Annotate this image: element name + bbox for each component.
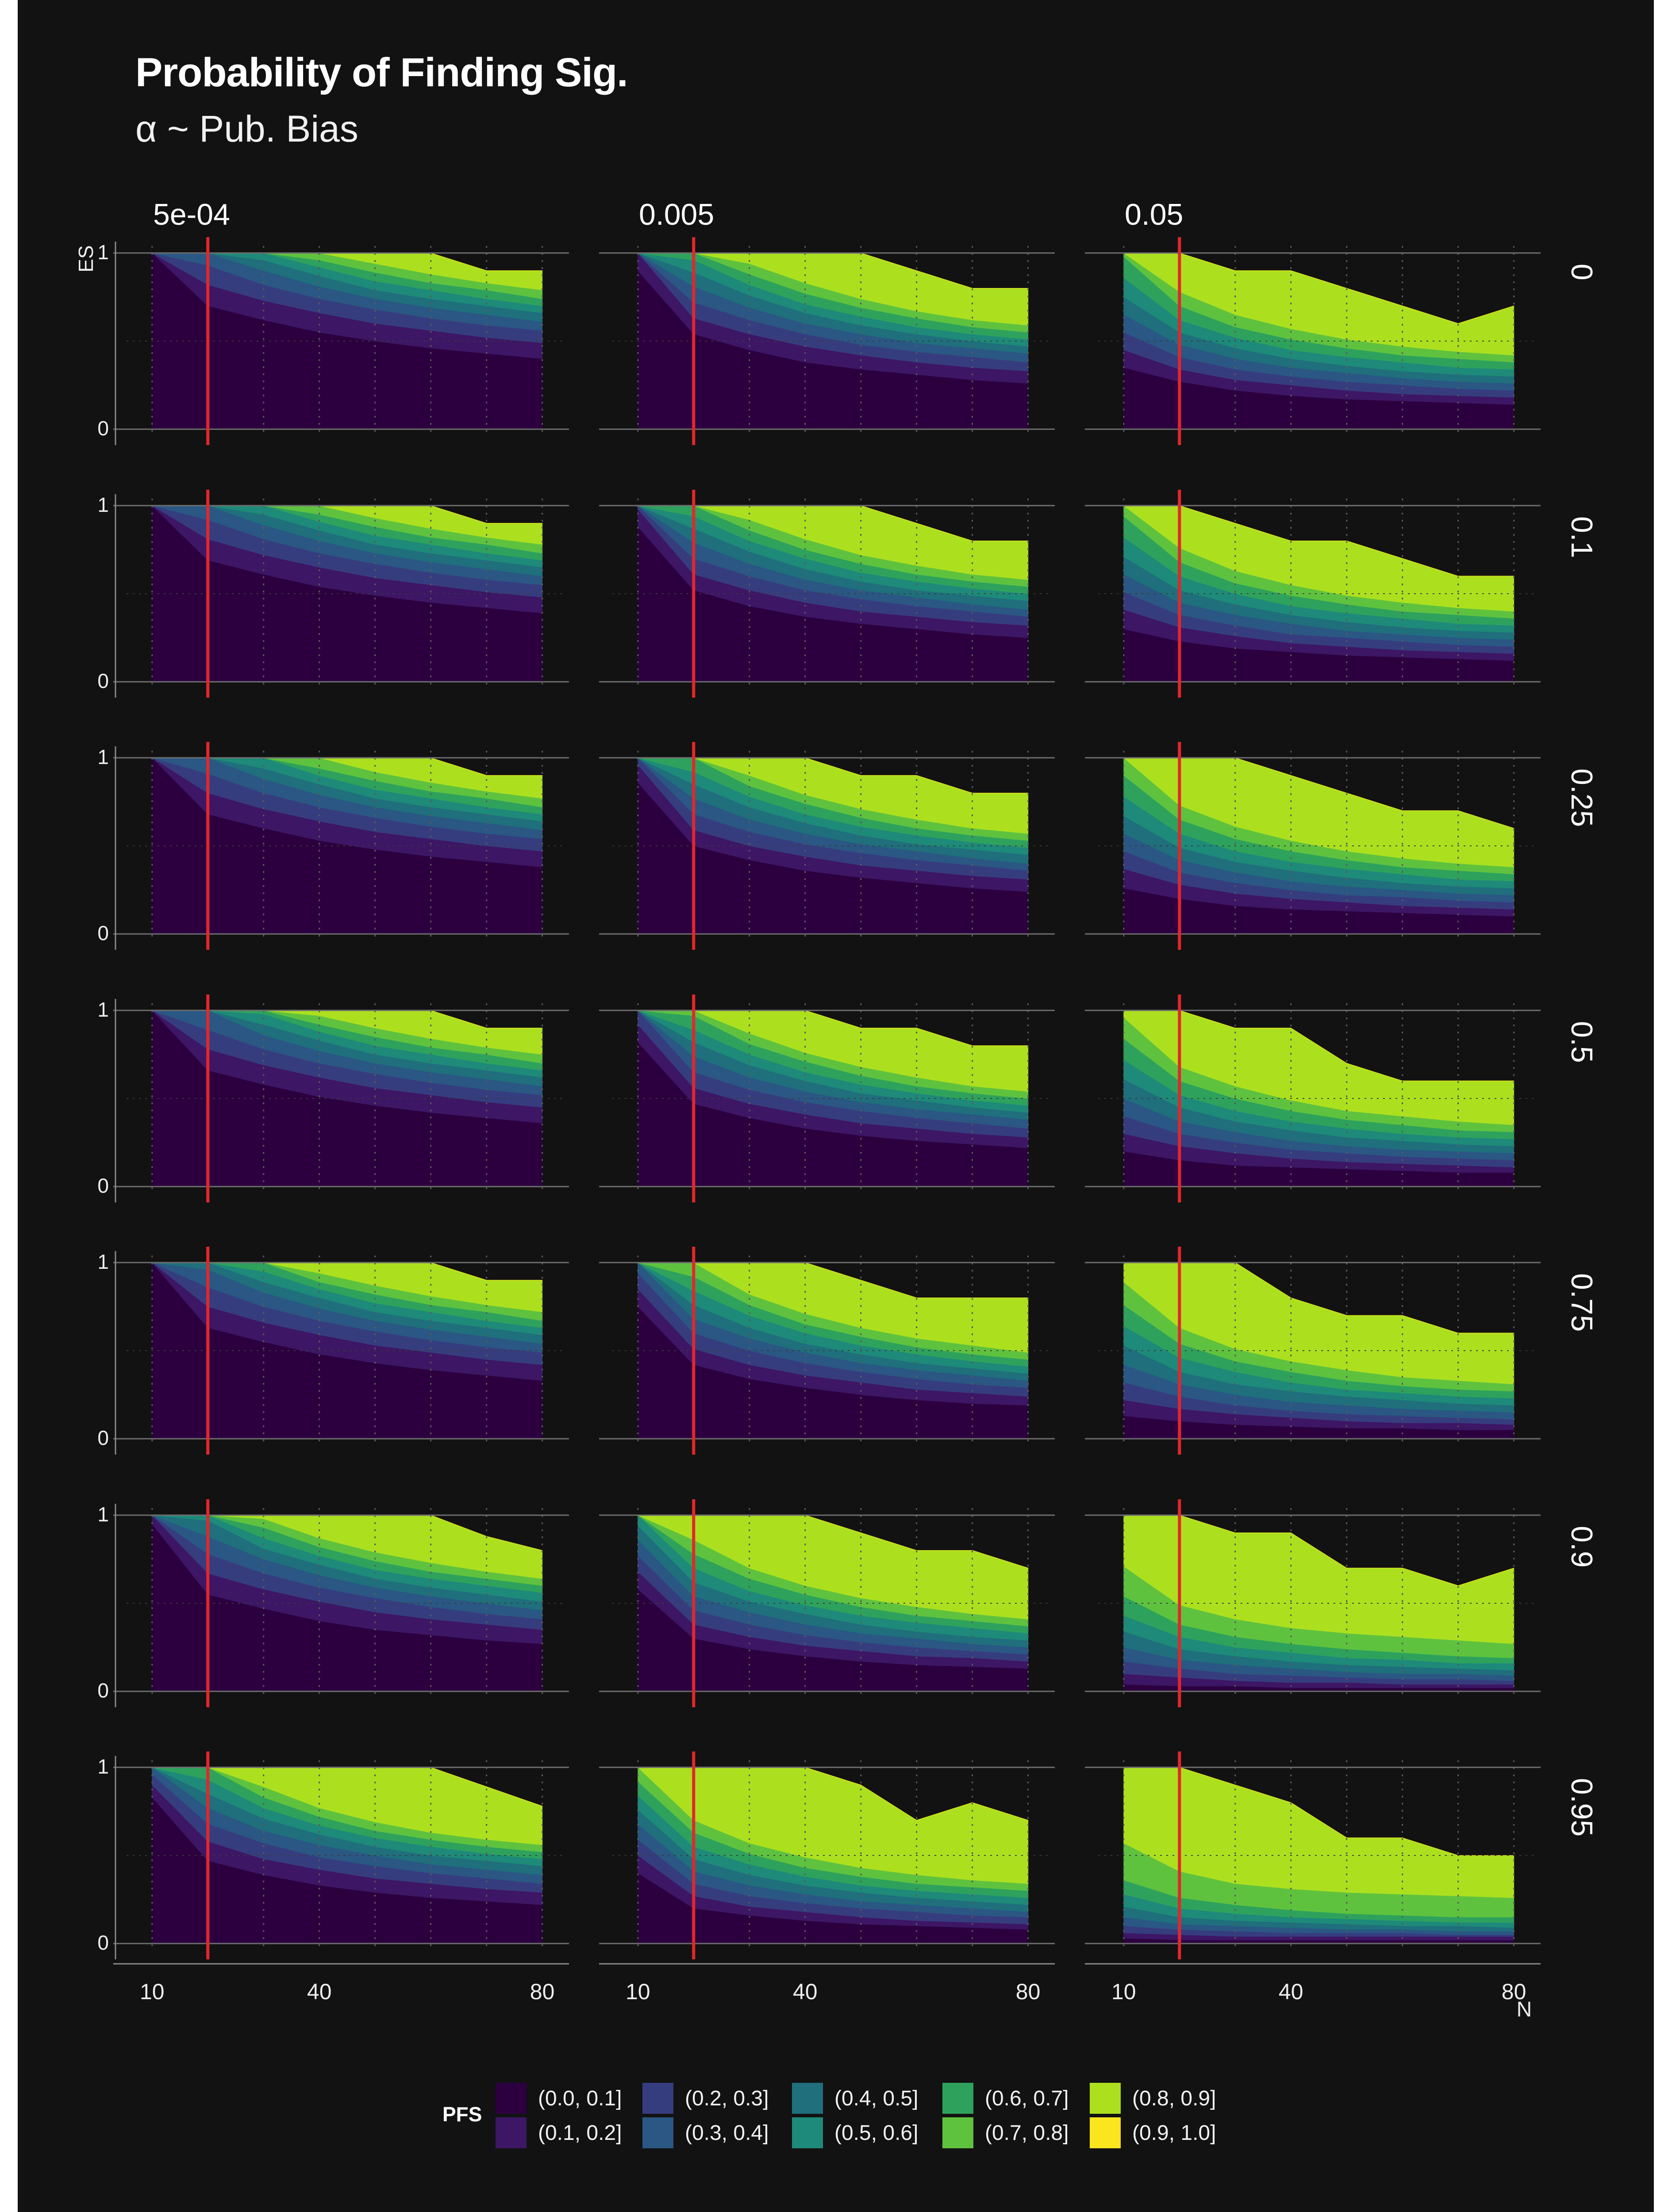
contour-band [1123,505,1514,576]
facet-panel: 01 [97,237,569,445]
x-tick-label: 80 [1502,1979,1526,2004]
facet-panel [599,237,1055,445]
chart-title: Probability of Finding Sig. [135,50,628,95]
legend-item: (0.1, 0.2] [496,2117,622,2148]
legend-item: (0.0, 0.1] [496,2083,622,2114]
x-axis-title: N [1517,1998,1532,2021]
legend-item: (0.9, 1.0] [1090,2117,1216,2148]
contour-band [1123,1010,1514,1081]
y-tick-label: 0 [97,1174,109,1197]
legend-label: (0.1, 0.2] [538,2121,622,2145]
y-tick-label: 1 [97,1250,109,1273]
legend-swatch [642,2117,673,2148]
legend-label: (0.2, 0.3] [685,2086,769,2110]
x-tick-label: 80 [1016,1979,1041,2004]
legend-swatch [792,2117,823,2148]
legend-label: (0.3, 0.4] [685,2121,769,2145]
legend-swatch [496,2117,527,2148]
facet-panel: 01 [97,490,569,698]
facet-panel: 01 [97,1247,569,1455]
x-tick-label: 10 [626,1979,650,2004]
y-tick-label: 0 [97,417,109,440]
legend-label: (0.6, 0.7] [985,2086,1069,2110]
y-tick-label: 1 [97,493,109,516]
row-facet-label: 0.1 [1565,516,1599,558]
x-tick-label: 40 [1279,1979,1303,2004]
y-tick-label: 0 [97,922,109,945]
legend-swatch [1090,2083,1121,2114]
chart-subtitle: α ~ Pub. Bias [135,108,358,150]
column-facet-label: 0.05 [1125,198,1183,231]
facet-panel: 0.1 [1085,490,1599,698]
y-tick-label: 1 [97,998,109,1021]
facet-panel: 01 [97,742,569,950]
legend-swatch [942,2083,973,2114]
facet-panel [599,490,1055,698]
x-tick-label: 40 [793,1979,818,2004]
y-tick-label: 1 [97,1755,109,1778]
facet-panel: 0.75 [1085,1247,1599,1455]
facet-panel: 01 [97,995,569,1202]
row-facet-label: 0.95 [1565,1778,1599,1836]
y-tick-label: 0 [97,1679,109,1702]
facet-panel: 0.5 [1085,995,1599,1202]
y-tick-label: 1 [97,745,109,768]
contour-band [1123,757,1514,829]
column-facet-label: 0.005 [639,198,714,231]
contour-band [1123,253,1514,324]
facet-panel: 0.25 [1085,742,1599,950]
facet-panel [599,1751,1055,1959]
y-tick-label: 1 [97,241,109,264]
facet-panel: 01 [97,1751,569,1959]
row-facet-label: 0.25 [1565,768,1599,827]
column-facet-label: 5e-04 [153,198,230,231]
x-tick-label: 80 [530,1979,555,2004]
facet-panel: 0 [1085,237,1599,445]
row-facet-label: 0.9 [1565,1526,1599,1568]
legend-item: (0.7, 0.8] [942,2117,1069,2148]
facet-panel [599,742,1055,950]
legend-swatch [642,2083,673,2114]
legend-swatch [1090,2117,1121,2148]
legend-swatch [496,2083,527,2114]
legend-label: (0.7, 0.8] [985,2121,1069,2145]
row-facet-label: 0.5 [1565,1021,1599,1063]
facet-panel: 01 [97,1499,569,1707]
legend-label: (0.5, 0.6] [834,2121,919,2145]
contour-band [1123,1515,1514,1586]
facet-panel [599,1247,1055,1455]
facet-panel [599,1499,1055,1707]
legend-swatch [942,2117,973,2148]
legend-label: (0.9, 1.0] [1132,2121,1216,2145]
y-tick-label: 1 [97,1503,109,1526]
legend-title: PFS [442,2103,482,2126]
legend-item: (0.4, 0.5] [792,2083,918,2114]
y-tick-label: 0 [97,1931,109,1954]
row-facet-label: 0.75 [1565,1273,1599,1332]
row-facet-label: 0 [1565,264,1599,280]
y-tick-label: 0 [97,669,109,692]
legend-item: (0.5, 0.6] [792,2117,918,2148]
legend-swatch [792,2083,823,2114]
contour-band [1123,1262,1514,1333]
y-tick-label: 0 [97,1426,109,1449]
legend-item: (0.8, 0.9] [1090,2083,1216,2114]
legend-item: (0.2, 0.3] [642,2083,769,2114]
x-tick-label: 10 [140,1979,165,2004]
legend-item: (0.3, 0.4] [642,2117,769,2148]
contour-band [1123,1767,1514,1856]
legend-label: (0.0, 0.1] [538,2086,622,2110]
legend-item: (0.6, 0.7] [942,2083,1069,2114]
facet-panel: 0.9 [1085,1499,1599,1707]
legend-label: (0.4, 0.5] [834,2086,919,2110]
x-tick-label: 10 [1111,1979,1136,2004]
facet-panel [599,995,1055,1202]
facet-panel: 0.95 [1085,1751,1599,1959]
x-tick-label: 40 [307,1979,332,2004]
legend-label: (0.8, 0.9] [1132,2086,1216,2110]
y-axis-title: ES [74,245,97,272]
